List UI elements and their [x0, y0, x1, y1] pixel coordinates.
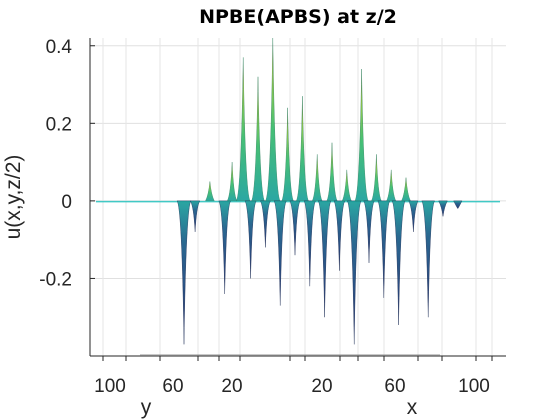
surface-peak-positive	[401, 177, 411, 202]
y-tick-label: 60	[162, 376, 183, 397]
surface-peak-negative	[303, 200, 316, 287]
x-tick-label: 60	[384, 376, 405, 397]
surface-peak-negative	[363, 200, 375, 263]
surface-peak-positive	[311, 154, 323, 202]
surface-peak-negative	[453, 200, 463, 209]
surface-peak-positive	[326, 142, 338, 202]
z-tick-label: -0.2	[39, 269, 72, 290]
z-tick-label: 0.4	[46, 37, 73, 58]
y-horizontal-axis-label: y	[141, 396, 152, 419]
x-tick-label: 20	[311, 376, 332, 397]
surface-peak-positive	[371, 154, 382, 202]
surface-peak-negative	[391, 200, 406, 325]
x-axis-label: x	[407, 396, 418, 419]
y-tick-label: 100	[94, 376, 126, 397]
surface-peak-negative	[260, 200, 271, 248]
surface-peak-negative	[346, 200, 362, 345]
surface-peak-negative	[421, 200, 435, 318]
surface-peak-negative	[218, 200, 231, 294]
y-tick-label: 20	[221, 376, 242, 397]
surface-peak-positive	[205, 181, 215, 202]
surface-peak-negative	[438, 200, 448, 217]
surface-peak-negative	[176, 200, 192, 345]
surface-peak-negative	[377, 200, 391, 298]
surface-peak-positive	[354, 69, 369, 202]
surface-peak-positive	[226, 162, 238, 202]
surface-peak-positive	[295, 96, 309, 202]
z-tick-label: 0.2	[46, 114, 72, 135]
surface-peak-positive	[281, 107, 294, 202]
surface-peak-negative	[273, 200, 287, 306]
surface-peak-negative	[289, 200, 301, 256]
surface-peak-negative	[190, 200, 201, 232]
surface-peak-positive	[235, 57, 251, 202]
surface-peak-positive	[386, 169, 397, 202]
surface-peak-positive	[251, 76, 265, 202]
y-axis-label: u(x,y,z/2)	[2, 155, 25, 240]
surface-peak-negative	[333, 200, 346, 271]
surface-peak-positive	[341, 169, 352, 202]
x-tick-label: 100	[458, 376, 490, 397]
surface-peak-negative	[317, 200, 332, 318]
surface-peak-negative	[408, 200, 419, 232]
chart-title: NPBE(APBS) at z/2	[199, 6, 397, 28]
surface-peak-positive	[265, 37, 281, 202]
surface-peak-negative	[244, 200, 257, 279]
surface-plot	[96, 37, 500, 356]
z-tick-label: 0	[61, 192, 72, 213]
ticks: 0.4 0.2 0 -0.2 100 60 20 20 60 100	[39, 37, 493, 397]
